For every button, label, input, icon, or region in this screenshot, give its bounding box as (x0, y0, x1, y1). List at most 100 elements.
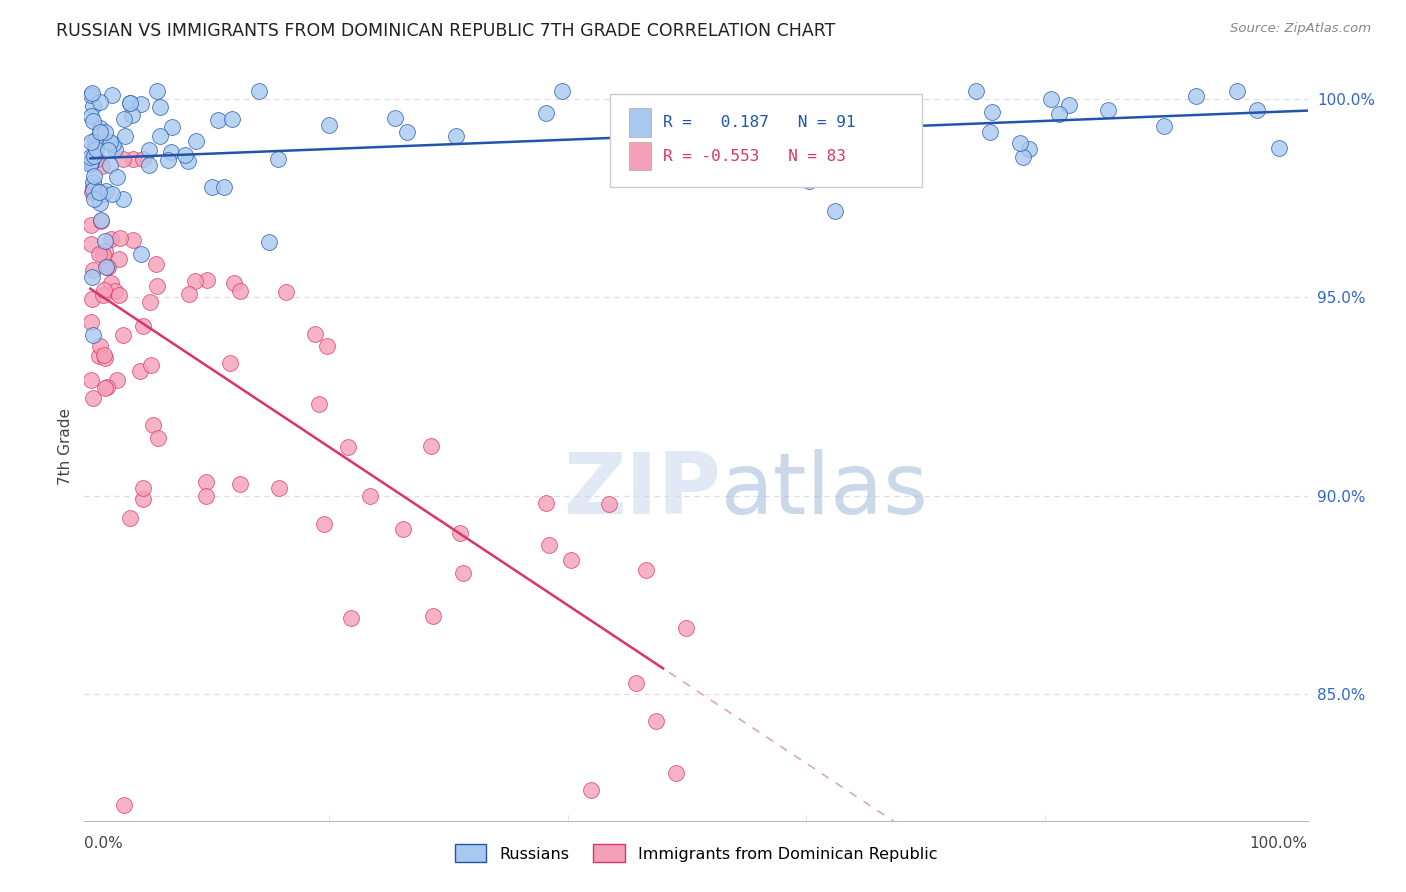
Text: R = -0.553   N = 83: R = -0.553 N = 83 (664, 149, 846, 163)
Point (80, 155, 103, 169)
Point (100, 276, 122, 290)
Point (86, 152, 108, 166)
Point (1057, 98, 1080, 112)
Point (121, 233, 143, 247)
Point (101, 137, 124, 152)
Point (316, 339, 339, 353)
Point (340, 610, 363, 624)
Point (79, 373, 101, 387)
Point (162, 120, 184, 135)
Point (132, 152, 155, 166)
Point (538, 538, 561, 552)
Point (90, 214, 112, 228)
Point (384, 111, 406, 125)
Point (157, 153, 180, 167)
Point (145, 257, 167, 271)
Point (212, 179, 235, 194)
Point (536, 496, 558, 510)
Text: atlas: atlas (720, 450, 928, 533)
Text: 100.0%: 100.0% (1250, 837, 1308, 852)
Point (91, 287, 114, 301)
Point (80, 87, 103, 102)
Point (104, 284, 127, 298)
Point (89, 196, 111, 211)
Point (149, 99, 172, 113)
Point (131, 481, 153, 495)
Point (551, 84, 574, 98)
Point (96, 380, 118, 394)
Point (145, 84, 167, 98)
Point (98, 136, 121, 150)
Point (94, 125, 117, 139)
Point (83, 149, 105, 163)
Point (1010, 136, 1032, 150)
Point (80, 135, 103, 149)
Point (83, 169, 105, 183)
Point (138, 143, 160, 157)
Point (112, 328, 135, 343)
Point (100, 158, 122, 172)
Point (132, 492, 155, 507)
Point (675, 621, 697, 635)
Y-axis label: 7th Grade: 7th Grade (58, 408, 73, 484)
Point (94, 260, 117, 275)
Point (87, 185, 110, 199)
Point (87, 349, 110, 363)
Point (82, 114, 104, 128)
Point (93, 348, 115, 362)
Point (79, 150, 101, 164)
Point (93, 248, 115, 262)
Point (93, 283, 115, 297)
Point (391, 522, 413, 536)
Point (451, 566, 474, 580)
Point (312, 516, 335, 531)
Point (422, 609, 444, 624)
Legend: Russians, Immigrants from Dominican Republic: Russians, Immigrants from Dominican Repu… (449, 838, 943, 869)
Point (131, 247, 153, 261)
Point (112, 112, 135, 126)
Point (79, 155, 101, 169)
FancyBboxPatch shape (628, 142, 651, 170)
Point (160, 145, 183, 159)
Point (112, 152, 135, 166)
Point (229, 477, 252, 491)
Point (177, 153, 200, 168)
Text: Source: ZipAtlas.com: Source: ZipAtlas.com (1230, 22, 1371, 36)
Text: R =   0.187   N = 91: R = 0.187 N = 91 (664, 115, 855, 130)
Point (100, 232, 122, 246)
Point (980, 105, 1002, 120)
Point (94, 244, 117, 258)
Point (142, 418, 165, 433)
Point (108, 230, 131, 244)
Point (90, 213, 112, 227)
Point (195, 475, 218, 489)
Point (636, 563, 658, 577)
Point (82, 262, 104, 277)
Point (276, 285, 298, 299)
Point (104, 142, 127, 156)
Point (89, 247, 111, 261)
Point (80, 109, 103, 123)
Point (1268, 141, 1291, 155)
Point (318, 118, 340, 132)
Point (96, 184, 118, 198)
Point (82, 179, 104, 194)
Point (267, 152, 290, 166)
Point (824, 203, 846, 218)
Point (267, 481, 290, 495)
Point (336, 441, 359, 455)
Point (598, 497, 620, 511)
Point (89, 95, 111, 110)
Point (1012, 150, 1035, 164)
Point (93, 351, 115, 365)
Point (799, 174, 821, 188)
Point (308, 397, 330, 411)
Point (534, 105, 557, 120)
Point (118, 510, 141, 524)
Point (101, 187, 124, 202)
Point (80, 86, 103, 100)
Text: ZIP: ZIP (562, 450, 720, 533)
Point (82, 185, 104, 199)
Point (80, 218, 103, 232)
Point (184, 134, 207, 148)
